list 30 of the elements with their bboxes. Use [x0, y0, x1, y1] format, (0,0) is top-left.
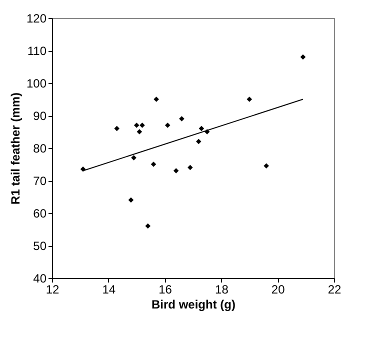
y-tick-label: 110	[27, 44, 47, 58]
y-tick-label: 40	[33, 272, 47, 286]
point	[128, 197, 134, 203]
x-tick-label: 12	[46, 282, 60, 296]
point	[131, 155, 136, 160]
y-axis-title: R1 tail feather (mm)	[8, 92, 22, 205]
x-tick-label: 20	[271, 282, 286, 296]
point	[114, 126, 120, 132]
point	[198, 126, 204, 132]
point	[264, 163, 269, 169]
y-tick-label: 90	[33, 109, 47, 123]
point	[164, 122, 170, 128]
point	[300, 54, 306, 60]
x-tick-label: 14	[102, 282, 116, 296]
y-tick-label: 70	[33, 174, 47, 188]
y-tick-label: 60	[33, 206, 47, 220]
point	[196, 138, 202, 144]
x-axis-title: Bird weight (g)	[152, 298, 236, 312]
y-tick-label: 120	[26, 12, 47, 26]
point	[154, 96, 159, 102]
x-tick-label: 16	[158, 282, 172, 296]
x-tick-label: 22	[328, 282, 342, 296]
y-tick-label: 100	[26, 76, 47, 90]
point	[145, 223, 151, 229]
point	[140, 122, 145, 128]
x-tick-label: 18	[215, 282, 229, 296]
y-tick-label: 80	[33, 142, 47, 156]
point	[179, 116, 184, 122]
point	[80, 166, 86, 172]
y-tick-label: 50	[33, 239, 47, 253]
